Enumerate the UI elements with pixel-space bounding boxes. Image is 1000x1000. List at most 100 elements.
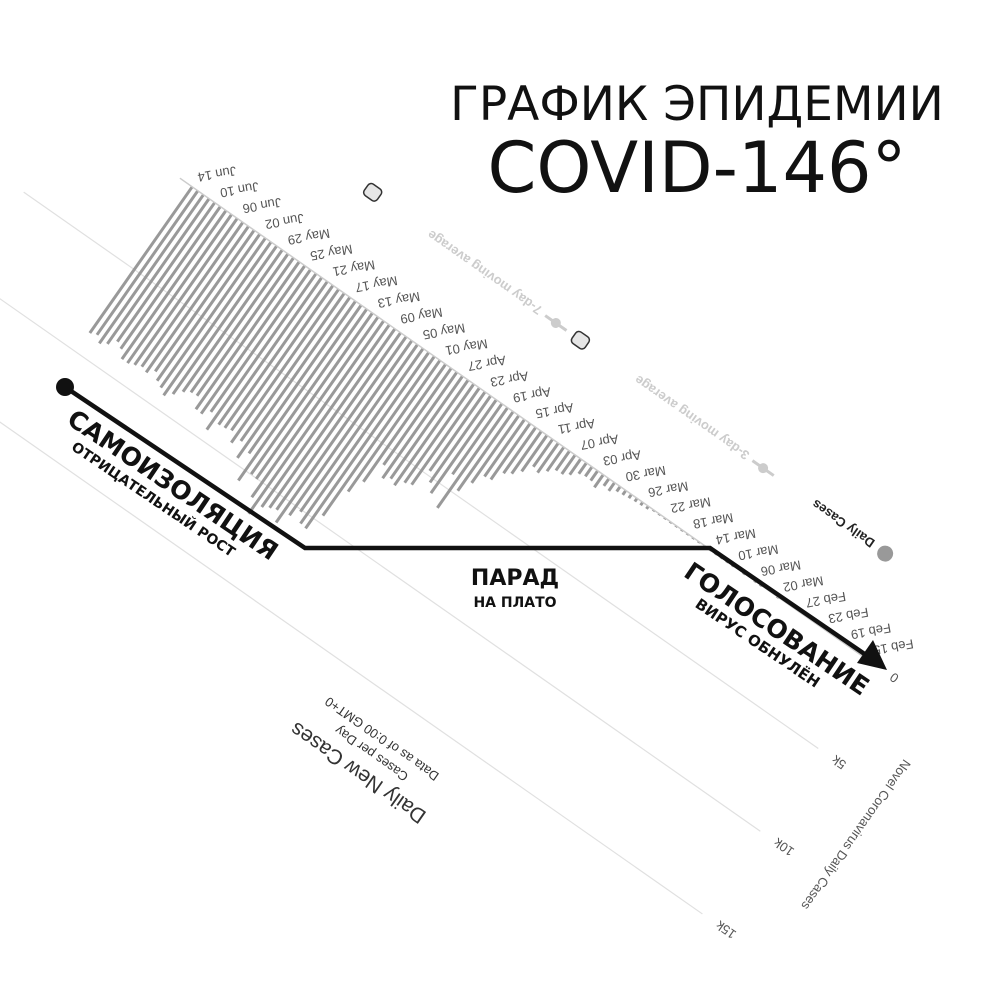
- bar: [483, 418, 526, 478]
- bar: [268, 327, 397, 509]
- x-tick-label: Jun 06: [241, 195, 282, 217]
- bar: [536, 442, 560, 474]
- x-tick-label: Jun 02: [264, 211, 305, 233]
- bar: [254, 312, 374, 480]
- bar: [155, 233, 262, 382]
- bar: [288, 339, 414, 517]
- stage3-label: ГОЛОСОВАНИЕ ВИРУС ОБНУЛЁН: [679, 557, 874, 702]
- arrow-head-icon: [857, 640, 887, 670]
- bar: [304, 351, 430, 530]
- toggle-box-icon[interactable]: [570, 330, 591, 351]
- x-tick-label: Apr 23: [489, 368, 529, 389]
- bar: [321, 355, 436, 517]
- page-title-line1: ГРАФИК ЭПИДЕМИИ: [450, 77, 944, 132]
- bar: [247, 300, 357, 455]
- y-axis-title: Novel Coronavirus Daily Cases: [798, 757, 914, 913]
- bar: [223, 280, 329, 429]
- legend-label: Daily Cases: [809, 497, 877, 551]
- x-tick-label: Mar 26: [647, 479, 689, 501]
- bar: [456, 410, 515, 492]
- bar: [429, 398, 498, 494]
- bar: [489, 422, 532, 481]
- toggle-box-icon[interactable]: [362, 182, 383, 203]
- bar: [154, 229, 256, 373]
- bar: [95, 189, 200, 336]
- bar: [119, 205, 222, 350]
- gridline: [0, 274, 761, 832]
- x-tick-label: Jun 10: [219, 179, 260, 201]
- bar: [428, 394, 492, 484]
- bar: [362, 363, 447, 483]
- bar: [205, 272, 318, 431]
- bar: [133, 217, 239, 366]
- bar: [189, 252, 290, 394]
- x-tick-label: May 17: [354, 273, 399, 295]
- x-tick-label: Apr 19: [512, 384, 552, 405]
- bar: [621, 489, 628, 496]
- x-tick-label: Mar 10: [737, 542, 779, 564]
- x-tick-label: Feb 19: [850, 620, 892, 642]
- x-tick-label: Apr 15: [534, 400, 574, 421]
- bar: [428, 390, 487, 472]
- bar: [181, 249, 284, 393]
- x-tick-label: Jun 14: [196, 163, 237, 185]
- legend-item-daily-cases[interactable]: Daily Cases: [808, 497, 896, 565]
- x-tick-label: Mar 14: [715, 526, 757, 548]
- bar: [260, 323, 391, 508]
- bar: [451, 402, 504, 476]
- bar: [382, 367, 453, 466]
- bar: [230, 284, 335, 432]
- bar: [275, 331, 402, 511]
- bar: [299, 343, 419, 513]
- bar: [209, 268, 312, 413]
- x-tick-label: Mar 18: [692, 510, 734, 532]
- x-tick-label: May 01: [444, 336, 489, 358]
- bar: [162, 241, 273, 397]
- bar: [159, 237, 267, 389]
- x-tick-label: Mar 30: [624, 463, 666, 485]
- bar: [126, 213, 233, 364]
- bar: [410, 387, 481, 486]
- bar: [239, 292, 346, 442]
- x-tick-label: Apr 11: [557, 416, 596, 437]
- bar: [602, 477, 611, 487]
- bar: [389, 375, 464, 480]
- x-tick-label: May 25: [309, 242, 354, 264]
- x-tick-label: Feb 27: [805, 589, 847, 611]
- legend-dot-icon: [877, 545, 894, 562]
- legend-dot-icon: [758, 463, 769, 474]
- bar: [98, 193, 205, 345]
- x-tick-label: May 05: [422, 320, 467, 342]
- bar: [568, 458, 583, 476]
- bar: [381, 371, 459, 480]
- x-tick-label: Mar 06: [760, 557, 802, 579]
- x-tick-label: May 13: [377, 289, 422, 311]
- legend-dot-icon: [550, 318, 561, 329]
- bar: [403, 383, 476, 484]
- bar: [106, 197, 211, 345]
- bar: [510, 430, 543, 475]
- overlay-arrow: [56, 378, 887, 670]
- x-tick-label: Feb 15: [872, 636, 914, 658]
- gridline: [0, 357, 703, 915]
- x-tick-label: May 09: [399, 305, 444, 327]
- bar: [237, 304, 363, 482]
- bar: [577, 461, 588, 475]
- bar: [199, 264, 307, 415]
- bar: [554, 450, 571, 472]
- bar: [545, 446, 566, 473]
- legend-item-7day[interactable]: 7-day moving average: [424, 227, 571, 336]
- bar: [436, 406, 509, 509]
- bar: [346, 359, 442, 493]
- bar: [520, 434, 549, 473]
- bar: [589, 469, 599, 482]
- x-tick-label: Feb 23: [827, 605, 869, 627]
- x-tick-label: Mar 22: [669, 494, 711, 516]
- bar: [195, 256, 295, 397]
- bar: [88, 185, 194, 334]
- x-tick-label: May 21: [332, 257, 377, 279]
- legend-label: 3-day moving average: [632, 372, 752, 463]
- x-tick-label: Mar 02: [782, 573, 824, 595]
